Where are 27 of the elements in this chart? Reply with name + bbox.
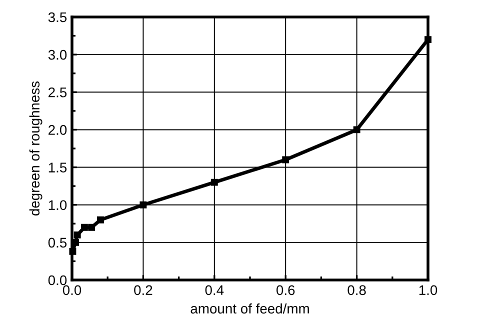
x-tick-label: 0.8: [348, 285, 366, 296]
point: [80, 224, 88, 231]
x-tick-label: 0.4: [205, 285, 224, 296]
point: [353, 126, 360, 134]
point: [282, 156, 290, 164]
x-tick-label: 0.2: [134, 285, 152, 296]
x-axis-title: amount of feed/mm: [190, 303, 309, 314]
point: [140, 201, 147, 208]
y-tick-label: 1.5: [48, 162, 67, 172]
y-tick-label: 3.0: [48, 50, 67, 60]
y-tick-label: 3.5: [48, 12, 67, 22]
y-tick-label: 0.5: [48, 238, 67, 248]
y-tick-label: 2.0: [48, 125, 67, 135]
point: [69, 248, 76, 255]
point: [72, 238, 80, 246]
point: [88, 224, 96, 231]
point: [97, 216, 104, 224]
point: [210, 178, 218, 186]
point: [424, 36, 432, 44]
point: [74, 231, 81, 238]
x-tick-label: 1.0: [419, 285, 438, 296]
y-tick-label: 2.5: [48, 87, 67, 98]
y-tick-label: 0.0: [48, 275, 67, 286]
y-axis-title: degreen of roughness: [29, 81, 42, 216]
x-tick-label: 0.0: [62, 285, 82, 296]
y-tick-label: 1.0: [48, 200, 67, 210]
x-tick-label: 0.6: [276, 285, 295, 296]
